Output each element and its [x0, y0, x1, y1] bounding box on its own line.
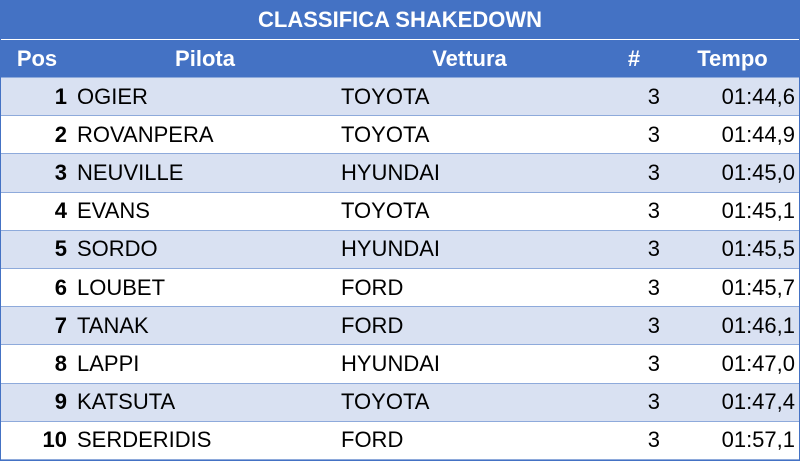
pos-cell: 10 [42, 427, 67, 453]
header-cell: Vettura [432, 45, 507, 71]
number-cell: 3 [647, 350, 660, 376]
header-cell: # [627, 45, 641, 71]
car-cell: TOYOTA [341, 389, 430, 415]
table-row: 3 NEUVILLE HYUNDAI 3 01:45,0 [1, 154, 799, 193]
driver-cell: SERDERIDIS [77, 427, 212, 453]
table-row: 5 SORDO HYUNDAI 3 01:45,5 [1, 230, 799, 269]
time-cell: 01:45,1 [721, 198, 795, 224]
driver-cell: NEUVILLE [77, 159, 184, 185]
time-cell: 01:45,0 [721, 159, 795, 185]
table-row: 4 EVANS TOYOTA 3 01:45,1 [1, 192, 799, 231]
number-cell: 3 [647, 389, 660, 415]
pos-cell: 4 [54, 198, 67, 224]
header-row: Pos Pilota Vettura # Tempo [1, 40, 799, 78]
number-cell: 3 [647, 427, 660, 453]
car-cell: TOYOTA [341, 121, 430, 147]
pos-cell: 1 [54, 83, 67, 109]
driver-cell: KATSUTA [77, 389, 176, 415]
number-cell: 3 [647, 236, 660, 262]
table-row: 7 TANAK FORD 3 01:46,1 [1, 307, 799, 346]
table-row: 10 SERDERIDIS FORD 3 01:57,1 [1, 421, 799, 460]
car-cell: TOYOTA [341, 198, 430, 224]
table-body: 1 OGIER TOYOTA 3 01:44,6 2 ROVANPERA TOYOTA 3 01:… [1, 78, 799, 460]
car-cell: FORD [341, 274, 404, 300]
number-cell: 3 [647, 121, 660, 147]
number-cell: 3 [647, 198, 660, 224]
number-cell: 3 [647, 83, 660, 109]
time-cell: 01:47,0 [721, 350, 795, 376]
driver-cell: EVANS [77, 198, 150, 224]
table-title: CLASSIFICA SHAKEDOWN [1, 1, 799, 40]
car-cell: FORD [341, 312, 404, 338]
header-cell: Pos [16, 45, 58, 71]
driver-cell: LAPPI [77, 350, 140, 376]
driver-cell: OGIER [77, 83, 148, 109]
table-row: 8 LAPPI HYUNDAI 3 01:47,0 [1, 345, 799, 384]
driver-cell: SORDO [77, 236, 158, 262]
pos-cell: 5 [54, 236, 67, 262]
car-cell: HYUNDAI [341, 236, 441, 262]
car-cell: HYUNDAI [341, 350, 441, 376]
pos-cell: 2 [54, 121, 67, 147]
time-cell: 01:45,7 [721, 274, 795, 300]
time-cell: 01:57,1 [721, 427, 795, 453]
pos-cell: 3 [54, 159, 67, 185]
time-cell: 01:44,9 [721, 121, 795, 147]
car-cell: FORD [341, 427, 404, 453]
time-cell: 01:47,4 [721, 389, 795, 415]
table-row: 9 KATSUTA TOYOTA 3 01:47,4 [1, 383, 799, 422]
driver-cell: TANAK [77, 312, 149, 338]
pos-cell: 8 [54, 350, 67, 376]
header-cell: Tempo [697, 45, 768, 71]
car-cell: TOYOTA [341, 83, 430, 109]
number-cell: 3 [647, 159, 660, 185]
pos-cell: 9 [54, 389, 67, 415]
table-row: 1 OGIER TOYOTA 3 01:44,6 [1, 78, 799, 117]
pos-cell: 7 [54, 312, 67, 338]
driver-cell: LOUBET [77, 274, 166, 300]
car-cell: HYUNDAI [341, 159, 441, 185]
number-cell: 3 [647, 274, 660, 300]
pos-cell: 6 [54, 274, 67, 300]
number-cell: 3 [647, 312, 660, 338]
header-cell: Pilota [175, 45, 235, 71]
table-row: 2 ROVANPERA TOYOTA 3 01:44,9 [1, 116, 799, 155]
driver-cell: ROVANPERA [77, 121, 214, 147]
time-cell: 01:46,1 [721, 312, 795, 338]
table-row: 6 LOUBET FORD 3 01:45,7 [1, 268, 799, 308]
time-cell: 01:45,5 [721, 236, 795, 262]
time-cell: 01:44,6 [721, 83, 795, 109]
